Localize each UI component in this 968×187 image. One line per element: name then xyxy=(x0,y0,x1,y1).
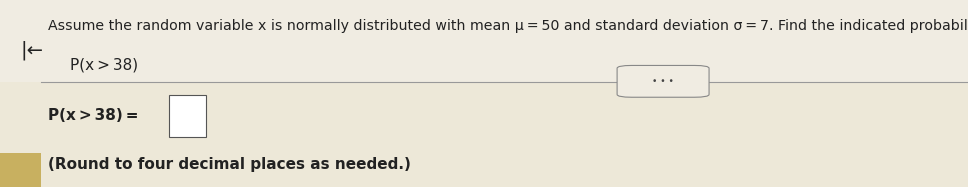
Bar xyxy=(0,82,41,187)
Text: |←: |← xyxy=(20,41,44,60)
FancyBboxPatch shape xyxy=(618,65,709,97)
Text: • • •: • • • xyxy=(652,77,674,86)
Bar xyxy=(0,153,41,187)
Text: P(x > 38) =: P(x > 38) = xyxy=(48,108,138,123)
Text: (Round to four decimal places as needed.): (Round to four decimal places as needed.… xyxy=(48,157,411,172)
Bar xyxy=(0,0,41,82)
Text: Assume the random variable x is normally distributed with mean μ = 50 and standa: Assume the random variable x is normally… xyxy=(48,19,968,33)
Bar xyxy=(41,82,968,187)
FancyBboxPatch shape xyxy=(169,95,206,137)
Bar xyxy=(41,0,968,82)
Text: P(x > 38): P(x > 38) xyxy=(70,58,137,73)
